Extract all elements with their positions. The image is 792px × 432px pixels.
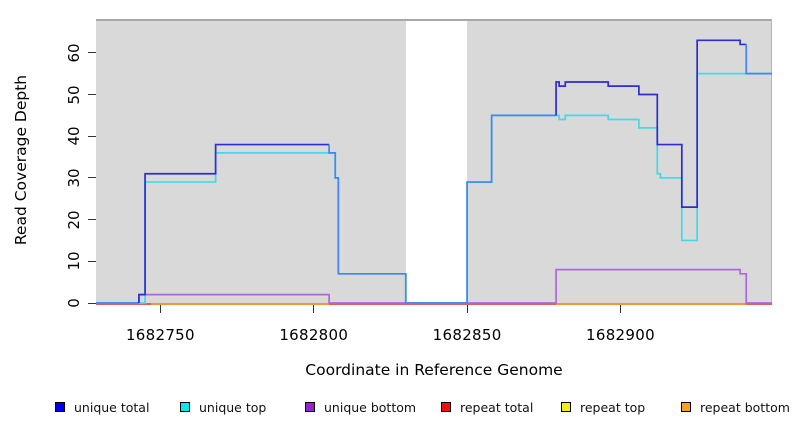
y-tick [88, 135, 96, 137]
series-path [138, 143, 330, 303]
data-series-layer [96, 39, 772, 305]
legend-label: unique total [74, 399, 150, 415]
plot-right-border [771, 19, 772, 305]
legend-swatch-icon [441, 402, 451, 412]
series-path [96, 72, 772, 304]
legend-item: repeat bottom [681, 399, 790, 415]
series-path [328, 114, 557, 304]
x-axis-title: Coordinate in Reference Genome [305, 361, 563, 379]
legend: unique total unique top unique bottom repea… [0, 399, 792, 417]
plot-area [96, 19, 772, 305]
legend-item: unique total [55, 399, 149, 415]
y-tick-label: 50 [65, 84, 83, 105]
legend-item: unique bottom [305, 399, 416, 415]
series-path [745, 44, 772, 75]
legend-label: unique bottom [324, 399, 417, 415]
y-tick-label: 60 [65, 43, 83, 63]
x-tick-label: 1682850 [432, 326, 502, 344]
masked-region [405, 21, 468, 305]
legend-label: repeat bottom [700, 399, 790, 415]
x-tick-label: 1682800 [279, 326, 349, 344]
series-path [555, 39, 747, 208]
y-axis-title: Read Coverage Depth [12, 74, 30, 246]
y-tick [88, 302, 96, 304]
legend-label: unique top [199, 399, 267, 415]
x-tick-label: 1682750 [125, 326, 195, 344]
legend-item: repeat total [441, 399, 533, 415]
legend-swatch-icon [305, 402, 315, 412]
x-tick [313, 305, 315, 313]
series-path [96, 268, 772, 304]
y-tick-label: 0 [65, 298, 83, 308]
x-tick-label: 1682900 [586, 326, 655, 344]
x-tick [619, 305, 621, 313]
legend-swatch-icon [681, 402, 691, 412]
y-tick [88, 94, 96, 95]
y-tick-label: 10 [65, 251, 83, 271]
legend-label: repeat top [580, 399, 646, 415]
y-tick [88, 177, 96, 179]
x-tick [466, 305, 468, 313]
legend-swatch-icon [55, 402, 65, 412]
y-tick-label: 40 [65, 126, 83, 146]
y-tick [88, 260, 96, 262]
y-tick-label: 20 [65, 210, 83, 230]
y-tick-label: 30 [65, 168, 83, 188]
legend-item: unique top [180, 399, 266, 415]
x-tick [159, 305, 161, 313]
y-tick [88, 52, 96, 54]
legend-item: repeat top [561, 399, 645, 415]
legend-swatch-icon [561, 402, 571, 412]
plot-top-border [96, 19, 772, 21]
legend-label: repeat total [460, 399, 534, 415]
y-tick [88, 219, 96, 221]
legend-swatch-icon [180, 402, 190, 412]
